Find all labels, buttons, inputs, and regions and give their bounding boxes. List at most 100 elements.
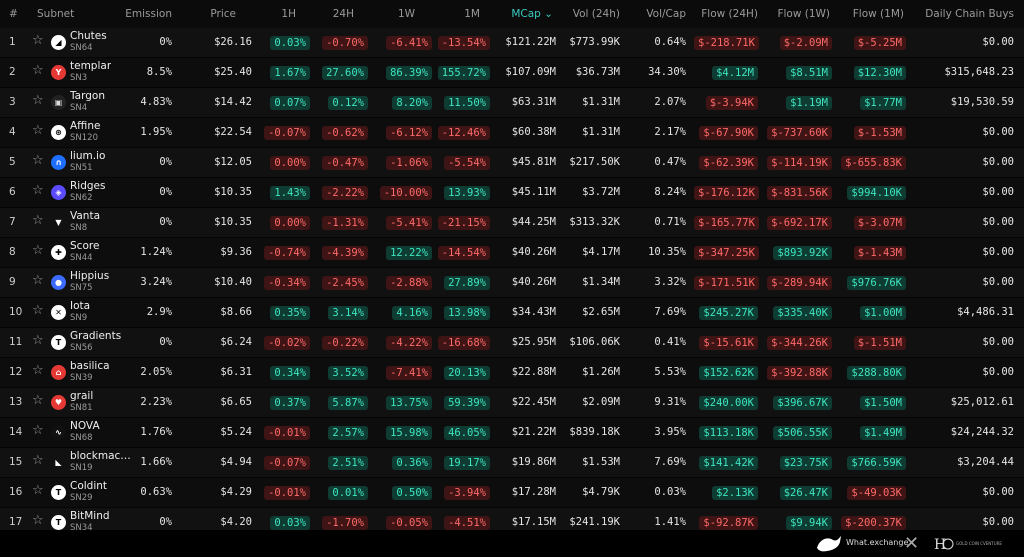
volcap-cell: 2.07% [654,96,686,108]
subnet-name[interactable]: grail [70,390,94,402]
favorite-star-icon[interactable]: ☆ [32,33,44,48]
favorite-star-icon[interactable]: ☆ [32,423,44,438]
subnet-name[interactable]: lium.io [70,150,106,162]
change-1w-cell: -6.41% [374,36,432,50]
change-1m-cell: -13.54% [436,36,490,50]
favorite-star-icon[interactable]: ☆ [32,453,44,468]
change-1h-cell: 0.03% [258,516,310,530]
subnet-name[interactable]: Affine [70,120,101,132]
subnet-name[interactable]: basilica [70,360,110,372]
subnet-name[interactable]: Score [70,240,100,252]
table-row[interactable]: 12 ☆ ⌂ basilica SN39 2.05% $6.31 0.34% 3.52% -7.4… [0,358,1024,388]
col-chain-buys-header[interactable]: Daily Chain Buys [925,8,1014,20]
favorite-star-icon[interactable]: ☆ [32,183,44,198]
favorite-star-icon[interactable]: ☆ [32,483,44,498]
change-24h-cell: -1.70% [316,516,368,530]
col-1m-header[interactable]: 1M [464,8,480,20]
subnet-name[interactable]: Ridges [70,180,106,192]
col-subnet-header[interactable]: Subnet [37,8,75,20]
row-index: 10 [9,306,23,318]
favorite-star-icon[interactable]: ☆ [32,93,44,108]
subnet-id: SN8 [70,223,88,233]
gold-coin-logo-icon: H [934,537,954,553]
favorite-star-icon[interactable]: ☆ [32,303,44,318]
price-cell: $5.24 [220,426,252,438]
subnet-name[interactable]: Hippius [70,270,110,282]
flow-1m-cell: $-3.07M [838,216,906,230]
table-row[interactable]: 4 ☆ ⊛ Affine SN120 1.95% $22.54 -0.07% -0.62% -6.… [0,118,1024,148]
change-24h-cell-value: -2.45% [322,276,368,290]
chutes-icon: ◢ [51,35,66,50]
change-24h-cell-value: -0.62% [322,126,368,140]
emission-cell: 2.23% [140,396,172,408]
favorite-star-icon[interactable]: ☆ [32,63,44,78]
favorite-star-icon[interactable]: ☆ [32,333,44,348]
emission-cell: 8.5% [146,66,172,78]
subnet-name[interactable]: templar [70,60,112,72]
table-row[interactable]: 14 ☆ ∿ NOVA SN68 1.76% $5.24 -0.01% 2.57% 15.98% 4… [0,418,1024,448]
subnet-name[interactable]: Vanta [70,210,101,222]
favorite-star-icon[interactable]: ☆ [32,123,44,138]
volcap-cell: 1.41% [654,516,686,528]
row-index: 11 [9,336,23,348]
col-mcap-header[interactable]: MCap ⌄ [511,8,553,20]
col-1h-header[interactable]: 1H [281,8,296,20]
flow-24h-cell: $-92.87K [694,516,758,530]
col-vol-header[interactable]: Vol (24h) [572,8,620,20]
change-24h-cell: -4.39% [316,246,368,260]
favorite-star-icon[interactable]: ☆ [32,273,44,288]
subnet-name[interactable]: Iota [70,300,91,312]
change-24h-cell-value: 0.12% [328,96,368,110]
subnet-name[interactable]: Chutes [70,30,107,42]
favorite-star-icon[interactable]: ☆ [32,363,44,378]
col-emission-header[interactable]: Emission [125,8,172,20]
change-1m-cell: -3.94% [436,486,490,500]
volume-cell: $839.18K [569,426,620,438]
table-row[interactable]: 15☆◣blockmachi...SN191.66%$4.94-0.07%2.5… [0,448,1024,478]
col-price-header[interactable]: Price [210,8,236,20]
col-24h-header[interactable]: 24H [332,8,354,20]
col-flow1m-header[interactable]: Flow (1M) [852,8,904,20]
col-1w-header[interactable]: 1W [397,8,415,20]
col-flow1w-header[interactable]: Flow (1W) [777,8,830,20]
subnet-name[interactable]: Gradients [70,330,122,342]
subnet-name[interactable]: BitMind [70,510,110,522]
favorite-star-icon[interactable]: ☆ [32,213,44,228]
favorite-star-icon[interactable]: ☆ [32,243,44,258]
table-row[interactable]: 9 ☆ ● Hippius SN75 3.24% $10.40 -0.34% -2.45% -2.… [0,268,1024,298]
table-row[interactable]: 6 ☆ ◈ Ridges SN62 0% $10.35 1.43% -2.22% -10.00% 1… [0,178,1024,208]
table-row[interactable]: 1 ☆ ◢ Chutes SN64 0% $26.16 0.03% -0.70% -6.41% -1… [0,28,1024,58]
change-1w-cell-value: -0.05% [386,516,432,530]
table-row[interactable]: 13 ☆ ♥ grail SN81 2.23% $6.65 0.37% 5.87% 13.75% 5… [0,388,1024,418]
col-volcap-header[interactable]: Vol/Cap [646,8,686,20]
table-row[interactable]: 10 ☆ ✕ Iota SN9 2.9% $8.66 0.35% 3.14% 4.16% 13.98… [0,298,1024,328]
score-icon: ✚ [51,245,66,260]
flow-1w-cell: $-392.88K [764,366,832,380]
brand-what-exchange[interactable]: What.exchange [846,538,909,547]
table-row[interactable]: 11 ☆ T Gradients SN56 0% $6.24 -0.02% -0.22% -4.2… [0,328,1024,358]
price-cell: $26.16 [214,36,252,48]
table-row[interactable]: 7 ☆ ▼ Vanta SN8 0% $10.35 0.00% -1.31% -5.41% -21.… [0,208,1024,238]
col-flow24h-header[interactable]: Flow (24H) [701,8,758,20]
volume-cell: $1.34M [582,276,620,288]
table-row[interactable]: 16 ☆ T Coldint SN29 0.63% $4.29 -0.01% 0.01% 0.50… [0,478,1024,508]
favorite-star-icon[interactable]: ☆ [32,393,44,408]
table-row[interactable]: 8 ☆ ✚ Score SN44 1.24% $9.36 -0.74% -4.39% 12.22%… [0,238,1024,268]
table-row[interactable]: 3 ☆ ▣ Targon SN4 4.83% $14.42 0.07% 0.12% 8.20% 11… [0,88,1024,118]
mcap-cell: $40.26M [511,276,556,288]
favorite-star-icon[interactable]: ☆ [32,513,44,528]
subnet-name[interactable]: Targon [70,90,105,102]
lium-icon: ∩ [51,155,66,170]
flow-1w-cell-value: $-289.94K [767,276,832,290]
blockmachine-icon: ◣ [51,455,66,470]
subnet-name[interactable]: Coldint [70,480,108,492]
chain-buys-cell: $315,648.23 [944,66,1014,78]
favorite-star-icon[interactable]: ☆ [32,153,44,168]
change-24h-cell: 3.14% [316,306,368,320]
subnet-name[interactable]: NOVA [70,420,100,432]
change-1m-cell: -16.68% [436,336,490,350]
flow-1m-cell-value: $-200.37K [841,516,906,530]
change-1w-cell: 15.98% [374,426,432,440]
table-row[interactable]: 5 ☆ ∩ lium.io SN51 0% $12.05 0.00% -0.47% -1.06% -… [0,148,1024,178]
